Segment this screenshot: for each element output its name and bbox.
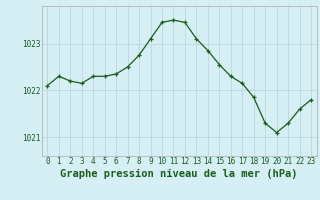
X-axis label: Graphe pression niveau de la mer (hPa): Graphe pression niveau de la mer (hPa) bbox=[60, 169, 298, 179]
